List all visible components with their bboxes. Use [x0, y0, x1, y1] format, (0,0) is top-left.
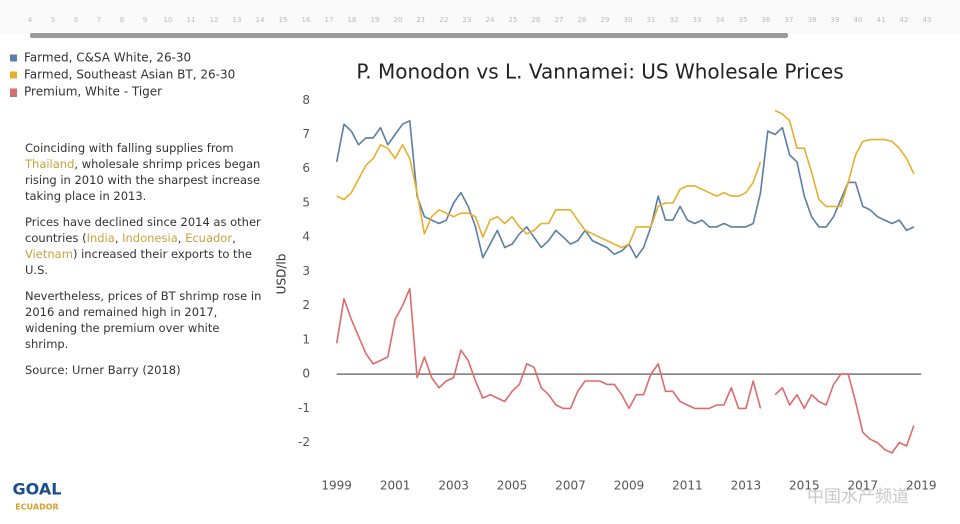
legend-label: Premium, White - Tiger — [24, 85, 162, 99]
note-text: , wholesale shrimp prices began rising i… — [25, 157, 261, 203]
scrollbar-label: 22 — [440, 16, 449, 24]
x-tick-label: 2013 — [731, 479, 762, 493]
chart-title: P. Monodon vs L. Vannamei: US Wholesale … — [356, 60, 843, 84]
x-tick-label: 1999 — [321, 479, 352, 493]
scrollbar-label: 12 — [210, 16, 219, 24]
scrollbar-label: 41 — [877, 16, 886, 24]
scrollbar-label: 37 — [785, 16, 794, 24]
note: Prices have declined since 2014 as other… — [25, 214, 265, 278]
scrollbar-label: 23 — [463, 16, 472, 24]
scrollbar-label: 7 — [97, 16, 101, 24]
y-tick-label: 4 — [302, 230, 310, 244]
x-tick-label: 2015 — [789, 479, 820, 493]
note-highlight: Indonesia — [122, 231, 178, 245]
legend-label: Farmed, Southeast Asian BT, 26-30 — [24, 68, 235, 82]
y-axis-label: USD/lb — [275, 254, 289, 295]
scrollbar-label: 32 — [670, 16, 679, 24]
note-text: Nevertheless, prices of BT shrimp rose i… — [25, 289, 262, 351]
y-tick-label: 8 — [302, 93, 310, 107]
series-line — [335, 287, 915, 454]
note-highlight: Vietnam — [25, 247, 73, 261]
note-text: Prices have declined since 2014 as other… — [25, 215, 261, 245]
scrollbar-label: 28 — [578, 16, 587, 24]
scrollbar-label: 35 — [739, 16, 748, 24]
scrollbar-label: 21 — [417, 16, 426, 24]
legend-swatch — [10, 88, 17, 96]
scrollbar-label: 5 — [51, 16, 55, 24]
scrollbar-label: 6 — [74, 16, 79, 24]
y-tick-label: 6 — [302, 161, 310, 175]
note-text: , — [177, 231, 186, 245]
scrollbar-label: 18 — [348, 16, 357, 24]
logo-title: GOAL — [13, 480, 62, 499]
scrollbar-label: 15 — [279, 16, 288, 24]
series-line — [335, 120, 915, 259]
scrollbar-label: 17 — [325, 16, 334, 24]
note: Nevertheless, prices of BT shrimp rose i… — [25, 288, 265, 352]
scrollbar-label: 13 — [233, 16, 242, 24]
scrollbar-label: 39 — [831, 16, 840, 24]
scrollbar-label: 40 — [854, 16, 863, 24]
x-tick-label: 2017 — [848, 479, 879, 493]
watermark: 中国水产频道 — [807, 487, 909, 507]
note: Coinciding with falling supplies from Th… — [25, 140, 265, 204]
scrollbar-label: 33 — [693, 16, 702, 24]
note-text: Coinciding with falling supplies from — [25, 141, 234, 155]
scrollbar-label: 42 — [900, 16, 909, 24]
scrollbar-label: 25 — [509, 16, 518, 24]
y-tick-label: 1 — [302, 332, 310, 346]
scrollbar-label: 8 — [120, 16, 124, 24]
scrollbar-label: 19 — [371, 16, 380, 24]
scrollbar-track — [0, 0, 960, 34]
scrollbar-label: 20 — [394, 16, 403, 24]
x-tick-label: 2011 — [672, 479, 703, 493]
y-tick-label: 2 — [302, 298, 310, 312]
scrollbar-label: 29 — [601, 16, 610, 24]
scrollbar-label: 24 — [486, 16, 495, 24]
scrollbar-label: 26 — [532, 16, 541, 24]
legend-swatch — [10, 54, 17, 62]
x-tick-label: 2009 — [614, 479, 645, 493]
scrollbar-label: 36 — [762, 16, 771, 24]
y-tick-label: 3 — [302, 264, 310, 278]
note-highlight: Ecuador — [185, 231, 233, 245]
x-tick-label: 2019 — [906, 479, 937, 493]
note-highlight: Thailand — [25, 157, 75, 171]
scrollbar-label: 34 — [716, 16, 725, 24]
scrollbar-label: 11 — [187, 16, 196, 24]
y-tick-label: 7 — [302, 127, 310, 141]
y-tick-label: -2 — [298, 435, 310, 449]
series-line — [336, 109, 915, 249]
scrollbar-label: 10 — [164, 16, 173, 24]
logo-subtitle: ECUADOR — [15, 503, 58, 512]
legend-label: Farmed, C&SA White, 26-30 — [24, 51, 191, 65]
scrollbar-thumb[interactable] — [30, 33, 788, 38]
source: Source: Urner Barry (2018) — [25, 363, 181, 377]
y-tick-label: 0 — [302, 367, 310, 381]
x-tick-label: 2001 — [380, 479, 411, 493]
note-text: ) increased their exports to the U.S. — [25, 247, 252, 277]
x-tick-label: 2003 — [438, 479, 469, 493]
x-tick-label: 2005 — [497, 479, 528, 493]
note-text: , — [114, 231, 123, 245]
scrollbar-label: 31 — [647, 16, 656, 24]
y-tick-label: 5 — [302, 195, 310, 209]
scrollbar-label: 4 — [28, 16, 33, 24]
scrollbar-label: 38 — [808, 16, 817, 24]
note-text: , — [232, 231, 236, 245]
scrollbar-label: 16 — [302, 16, 311, 24]
scrollbar-label: 30 — [624, 16, 633, 24]
notes: Coinciding with falling supplies from Th… — [25, 140, 265, 388]
scrollbar-label: 43 — [923, 16, 932, 24]
scrollbar-label: 14 — [256, 16, 265, 24]
scrollbar-label: 9 — [143, 16, 147, 24]
legend-swatch — [10, 71, 17, 79]
y-tick-label: -1 — [298, 401, 310, 415]
scrollbar-label: 27 — [555, 16, 564, 24]
x-tick-label: 2007 — [555, 479, 586, 493]
note-highlight: India — [86, 231, 115, 245]
